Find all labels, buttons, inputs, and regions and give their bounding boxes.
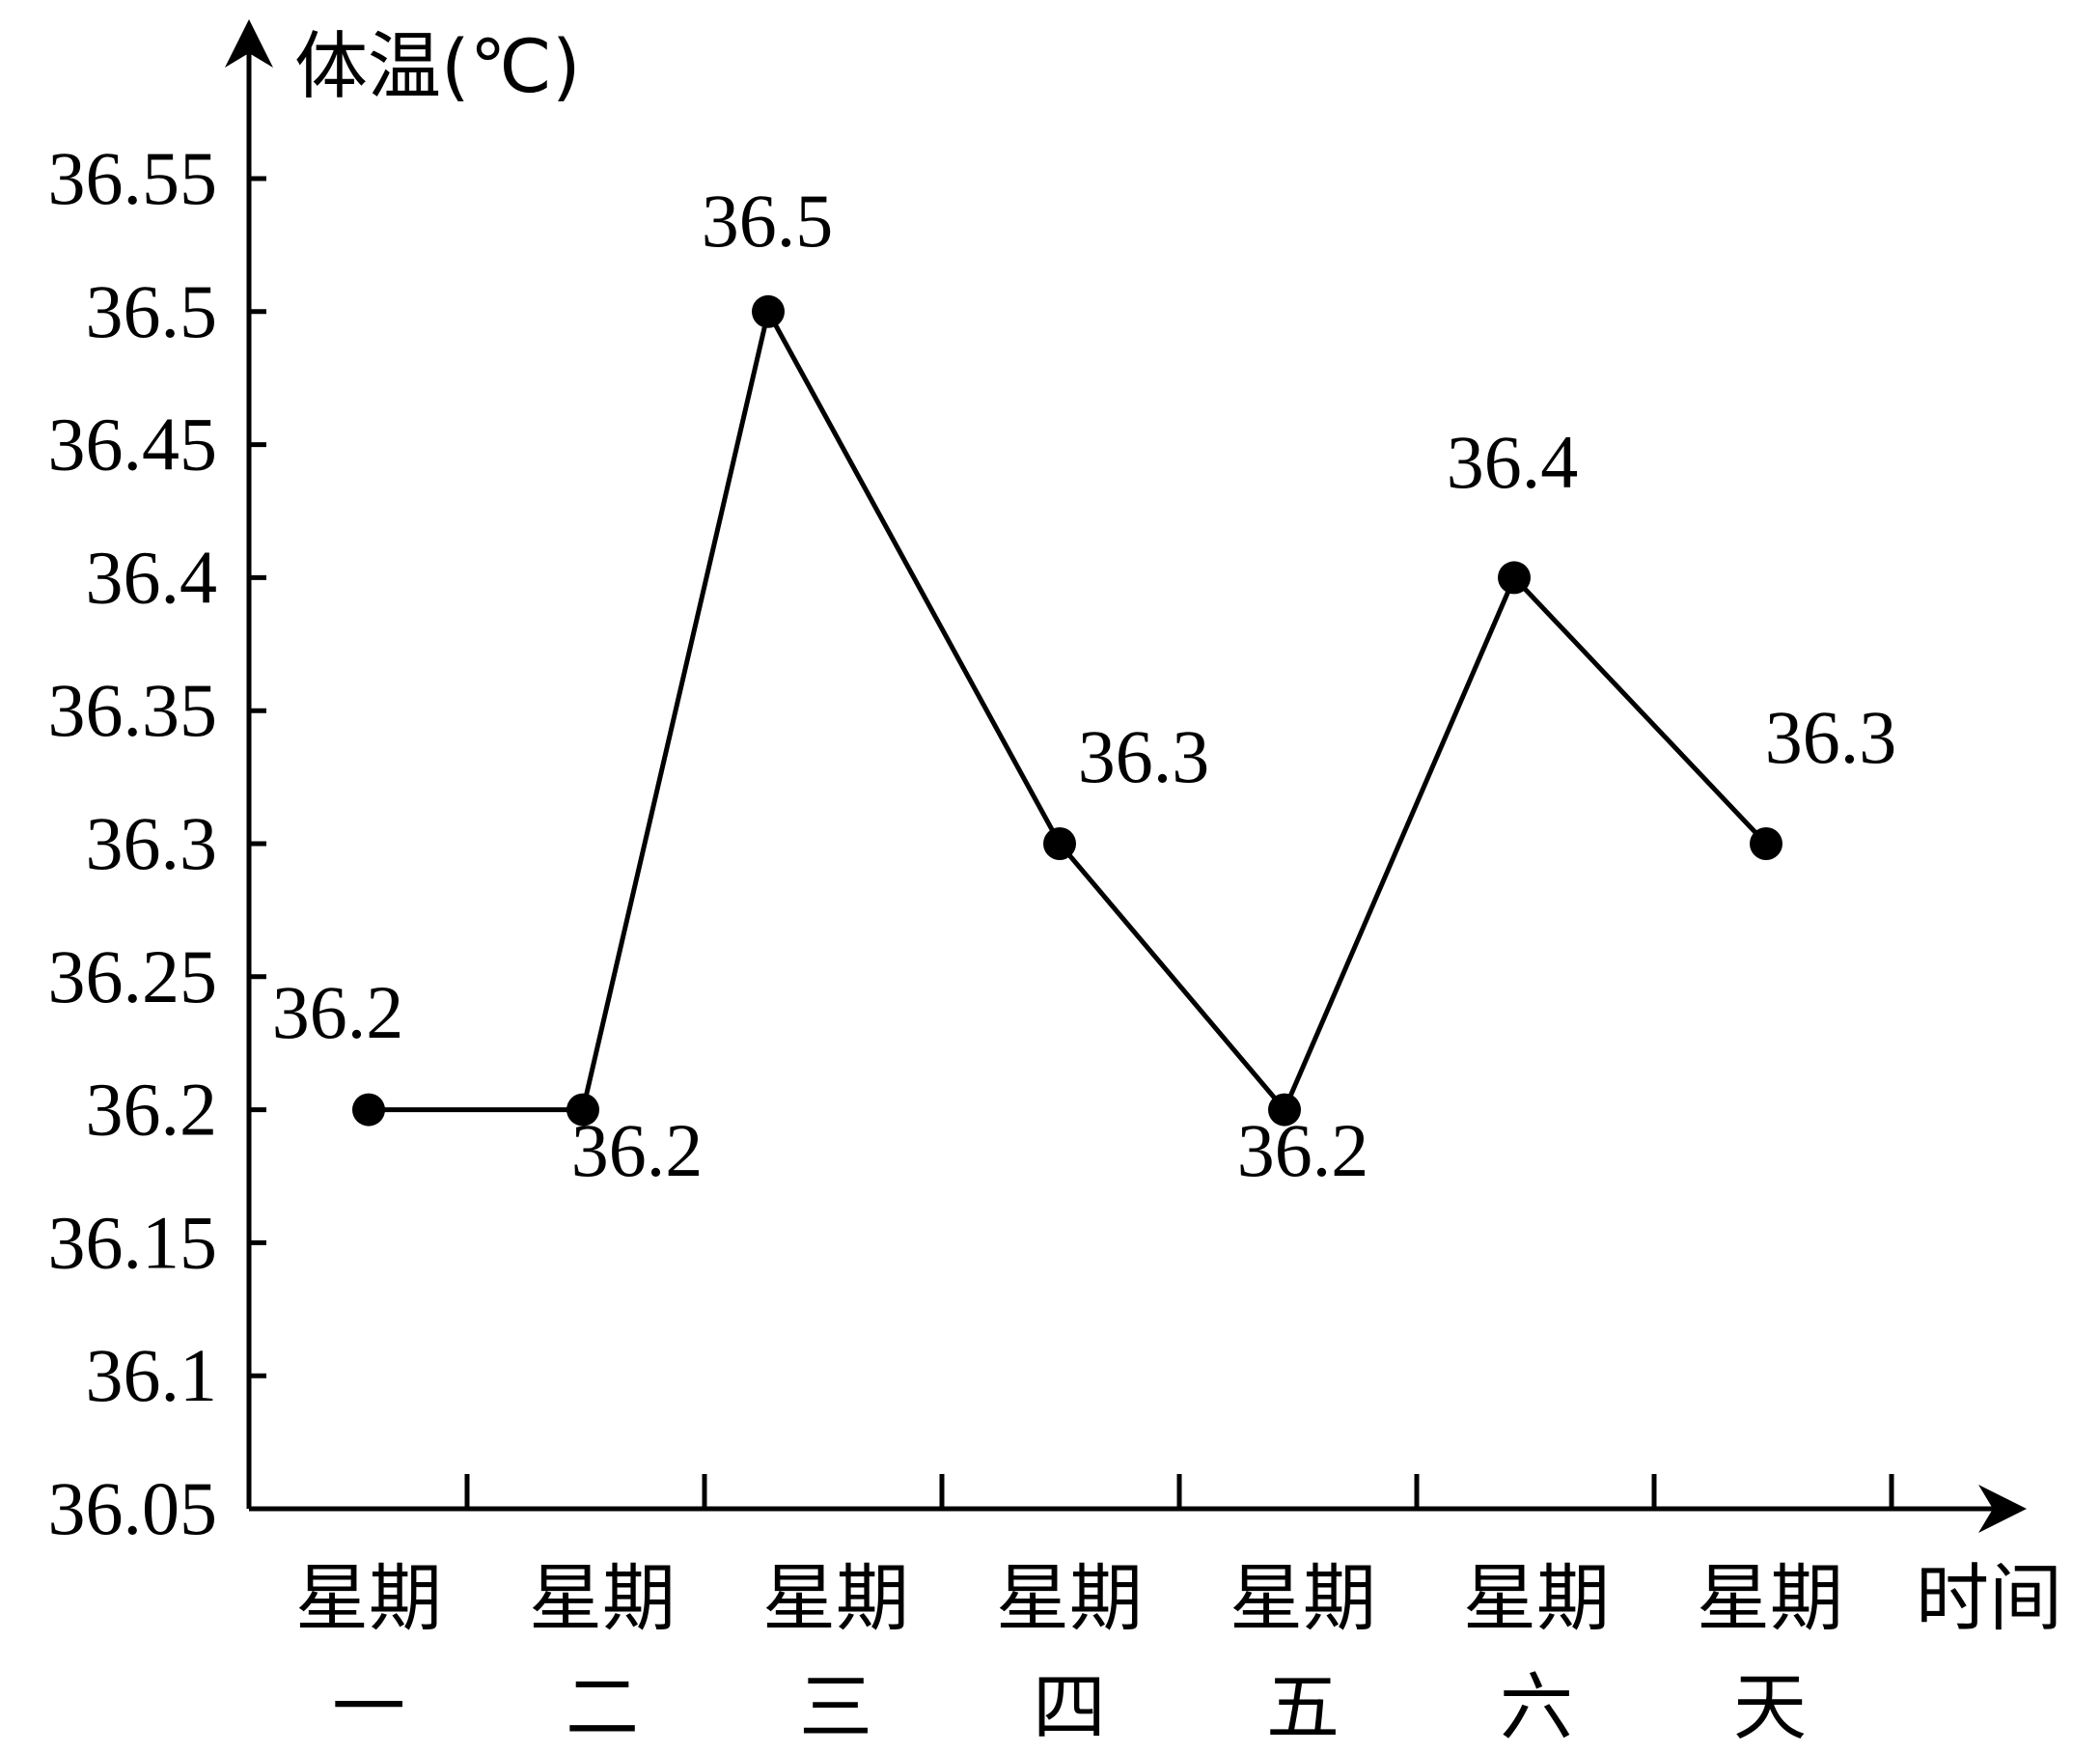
x-tick-label-line2: 三 (799, 1664, 872, 1750)
data-point (352, 1093, 385, 1127)
y-tick-label: 36.05 (48, 1466, 218, 1550)
data-labels: 36.2 36.2 36.5 36.3 36.2 36.4 36.3 (272, 179, 1897, 1192)
y-tick-label: 36.25 (48, 934, 218, 1018)
x-tick-label-line1: 星期 (1230, 1555, 1376, 1641)
data-point (1750, 827, 1782, 860)
y-tick-label: 36.15 (48, 1200, 218, 1284)
x-axis-label: 时间 (1916, 1555, 2062, 1641)
x-tick-label-line1: 星期 (762, 1555, 909, 1641)
x-tick-label-line1: 星期 (996, 1555, 1143, 1641)
data-point (1498, 561, 1531, 595)
y-tick-label: 36.55 (48, 136, 218, 220)
x-tick-label-line2: 一 (332, 1664, 405, 1750)
x-tick-label-line2: 四 (1033, 1664, 1106, 1750)
data-point (1268, 1093, 1301, 1127)
x-tick-label-line1: 星期 (295, 1555, 442, 1641)
x-tick-label-line1: 星期 (1697, 1555, 1843, 1641)
y-tick-label: 36.4 (86, 535, 218, 619)
x-tick-label-line2: 天 (1733, 1664, 1807, 1750)
series-line (352, 294, 1782, 1127)
y-tick-label: 36.3 (86, 801, 218, 885)
y-tick-label: 36.45 (48, 403, 218, 487)
data-label: 36.2 (272, 970, 404, 1054)
data-label: 36.3 (1078, 714, 1210, 798)
data-point (752, 294, 785, 328)
data-point (566, 1093, 599, 1127)
x-tick-label-line2: 二 (566, 1664, 639, 1750)
data-label: 36.2 (571, 1108, 704, 1192)
x-ticks: 星期一 星期二 星期三 星期四 星期五 星期六 星期天 (295, 1474, 1894, 1750)
data-label: 36.4 (1447, 420, 1579, 504)
y-tick-label: 36.2 (86, 1068, 218, 1152)
x-tick-label-line2: 五 (1266, 1664, 1340, 1750)
y-tick-label: 36.1 (86, 1333, 218, 1417)
x-tick-label-line1: 星期 (1463, 1555, 1610, 1641)
data-point (1043, 827, 1076, 860)
x-tick-label-line1: 星期 (529, 1555, 676, 1641)
y-axis-label: 体温(℃) (294, 23, 581, 109)
data-label: 36.2 (1237, 1108, 1369, 1192)
x-tick-label-line2: 六 (1500, 1664, 1573, 1750)
y-tick-label: 36.5 (86, 269, 218, 353)
y-ticks: 36.05 36.1 36.15 36.2 36.25 36.3 36.35 36.4 36.4… (48, 136, 266, 1550)
y-tick-label: 36.35 (48, 668, 218, 752)
data-label: 36.5 (702, 179, 834, 263)
axes: 体温(℃) 时间 (225, 19, 2062, 1641)
data-label: 36.3 (1765, 695, 1897, 779)
